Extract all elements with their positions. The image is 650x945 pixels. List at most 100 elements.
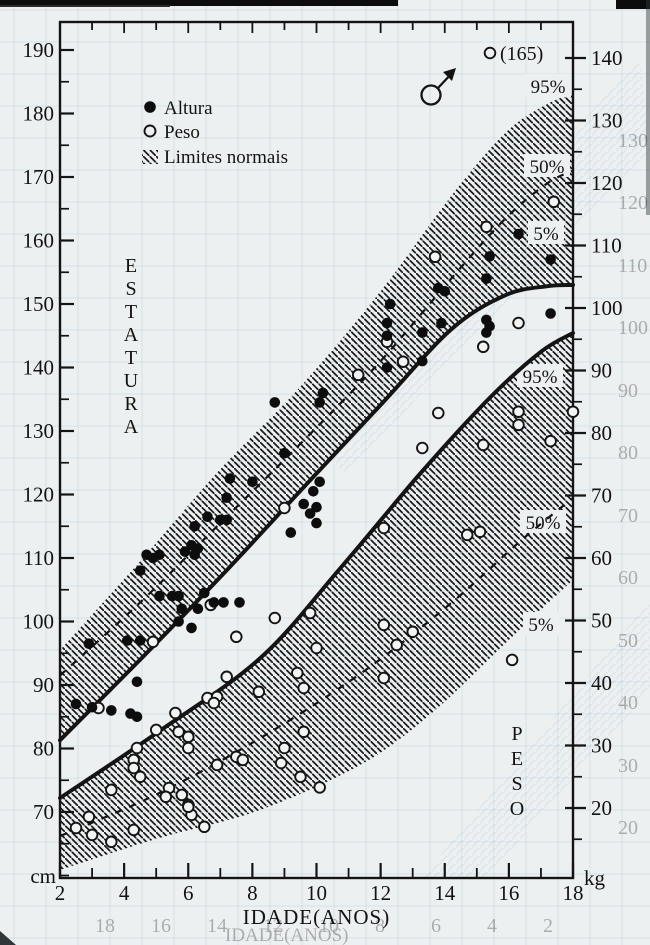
right-axis-tick-label: 50 [591,609,612,633]
peso-point [313,781,326,794]
offscale-weight-annotation: (165) [483,43,543,65]
peso-point [210,758,224,772]
altura-point [381,330,393,342]
peso-point [175,788,189,802]
peso-point [182,741,195,755]
peso-point [294,770,307,784]
svg-text:T: T [125,347,137,369]
right-axis-tick-label: 70 [591,484,612,508]
altura-point [279,447,290,459]
altura-point [221,492,232,504]
peso-point [377,618,391,632]
right-axis-tick-label: 30 [591,734,612,758]
peso-point [127,823,140,837]
percentile-label: 5% [533,224,559,245]
right-axis-tick-label: 20 [591,796,612,820]
peso-point [207,696,221,710]
x-axis-tick-label: 2 [55,881,66,905]
altura-point [176,603,188,615]
peso-point [274,756,288,770]
altura-point [192,543,204,554]
svg-text:U: U [124,370,139,392]
svg-text:S: S [511,773,522,795]
peso-point [127,761,140,775]
peso-point [351,368,365,382]
peso-point [428,250,442,264]
offscale-label: (165) [500,43,543,65]
right-axis-tick-label: 140 [591,46,623,70]
peso-point [547,195,561,209]
peso-point [159,790,173,804]
x-axis-tick-label: 14 [434,881,456,905]
left-axis-unit: cm [30,864,56,888]
svg-text:14: 14 [207,915,227,937]
left-axis-tick-label: 180 [23,102,55,126]
altura-point [173,616,184,627]
altura-point [513,228,524,240]
peso-point [505,653,519,667]
svg-text:A: A [124,324,139,346]
left-axis-tick-label: 130 [23,419,55,443]
svg-text:18: 18 [95,915,115,937]
peso-point [278,741,291,755]
height-p50-curve [59,169,574,677]
altura-point [186,622,197,634]
peso-point [512,418,525,432]
peso-point [460,528,474,542]
svg-text:120: 120 [618,192,648,214]
svg-text:E: E [125,255,137,277]
altura-point [384,298,396,310]
svg-text:20: 20 [618,817,638,839]
altura-point [311,517,322,529]
right-axis-tick-label: 100 [591,296,623,320]
altura-point [314,397,326,408]
peso-point [198,820,211,834]
x-axis-tick-label: 10 [306,881,327,905]
left-axis-tick-label: 120 [23,483,55,507]
peso-point [297,725,310,739]
left-axis-tick-label: 70 [33,800,54,824]
altura-point [285,527,297,538]
peso-point [297,681,310,695]
svg-text:12: 12 [263,915,283,937]
x-axis-tick-label: 4 [119,881,130,905]
right-axis-tick-label: 90 [591,359,612,383]
peso-point [480,220,493,234]
altura-point [545,308,556,319]
altura-point [154,590,165,602]
x-axis-title: IDADE(ANOS) [242,905,391,929]
svg-text:IDADE(ANOS): IDADE(ANOS) [225,925,348,945]
peso-point [303,606,317,620]
legend-label-peso: Peso [164,122,200,143]
altura-points [70,228,556,723]
right-axis-tick-label: 40 [591,671,612,695]
svg-text:E: E [511,748,523,770]
right-axis-tick-label: 130 [591,109,623,133]
svg-text:60: 60 [618,567,638,589]
svg-text:2: 2 [543,915,553,937]
altura-point [308,486,319,497]
peso-point [390,638,403,652]
altura-point [134,565,146,576]
x-axis-tick-label: 16 [498,881,519,905]
peso-points [69,195,580,849]
altura-point [247,476,258,488]
altura-point [134,635,146,646]
peso-point [310,641,323,655]
svg-text:16: 16 [151,915,171,937]
altura-point [221,514,232,526]
svg-text:50: 50 [618,630,638,652]
height-normal-limits-band [60,94,573,741]
altura-point [208,597,220,608]
svg-text:R: R [124,393,138,415]
svg-text:4: 4 [487,915,497,937]
altura-point [481,273,492,284]
left-axis-tick-label: 160 [23,229,55,253]
percentile-label: 95% [531,77,566,98]
svg-text:30: 30 [618,755,638,777]
left-axis-tick-label: 90 [33,673,54,697]
peso-point [291,666,304,680]
svg-text:130: 130 [618,130,648,152]
